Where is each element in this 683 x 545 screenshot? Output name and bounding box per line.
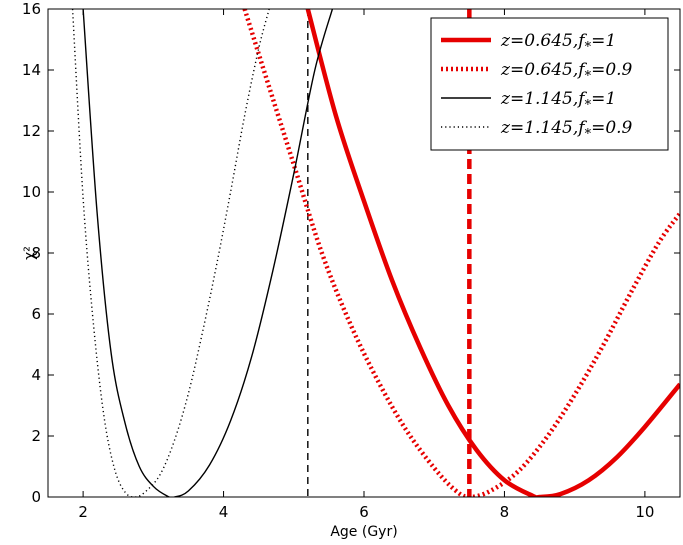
x-tick-label: 10 xyxy=(635,503,654,521)
legend-label-0: z=0.645,f*=1 xyxy=(500,31,616,55)
x-tick-label: 8 xyxy=(500,503,510,521)
y-tick-label: 4 xyxy=(31,366,41,384)
series-line-2 xyxy=(82,9,334,497)
y-tick-label: 8 xyxy=(31,244,41,262)
y-tick-label: 12 xyxy=(22,122,41,140)
y-tick-label: 0 xyxy=(31,488,41,506)
y-axis-label: χ² xyxy=(22,246,38,260)
y-tick-label: 16 xyxy=(22,0,41,18)
legend-label-2: z=1.145,f*=1 xyxy=(500,89,616,113)
x-tick-label: 2 xyxy=(78,503,88,521)
x-axis-label: Age (Gyr) xyxy=(330,524,397,540)
series-line-1 xyxy=(242,9,680,497)
legend-label-1: z=0.645,f*=0.9 xyxy=(500,60,633,84)
y-tick-label: 14 xyxy=(22,61,41,79)
y-tick-label: 10 xyxy=(22,183,41,201)
series-line-3 xyxy=(71,9,270,497)
legend: z=0.645,f*=1 z=0.645,f*=0.9 z=1.145,f*=1 z=… xyxy=(430,17,669,151)
y-tick-label: 6 xyxy=(31,305,41,323)
legend-label-3: z=1.145,f*=0.9 xyxy=(500,118,633,142)
y-tick-label: 2 xyxy=(31,427,41,445)
x-tick-label: 4 xyxy=(219,503,229,521)
x-tick-label: 6 xyxy=(359,503,369,521)
series-line-0 xyxy=(305,9,680,497)
